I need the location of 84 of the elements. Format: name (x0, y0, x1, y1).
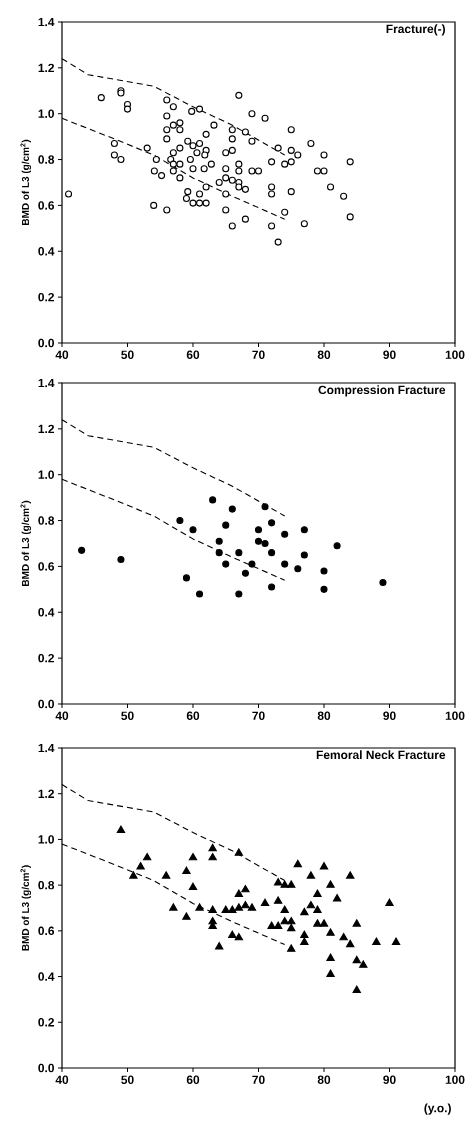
x-tick-label: 90 (383, 350, 396, 359)
point (222, 560, 230, 568)
x-tick-label: 80 (317, 1075, 331, 1084)
y-tick-label: 0.8 (38, 880, 55, 890)
y-tick-label: 0.2 (38, 292, 54, 302)
point (300, 551, 308, 559)
x-tick-label: 40 (55, 711, 69, 720)
point (222, 521, 230, 529)
point (248, 560, 256, 568)
point (189, 526, 197, 534)
y-tick-label: 0.4 (38, 608, 55, 617)
y-tick-label: 0.0 (38, 699, 54, 709)
y-axis-title: BMD of L3 (g/cm$^{2}$) (20, 500, 32, 586)
x-tick-label: 100 (445, 1075, 465, 1084)
x-tick-label: 80 (317, 711, 331, 720)
point (294, 565, 302, 573)
point (241, 569, 249, 577)
chart-title: Fracture(-) (386, 24, 445, 36)
x-axis-title: (y.o.) (424, 1103, 451, 1115)
y-tick-label: 0.4 (38, 247, 55, 256)
x-tick-label: 100 (445, 711, 465, 720)
y-tick-label: 1.4 (38, 378, 55, 388)
y-tick-label: 1.2 (38, 789, 54, 798)
x-tick-label: 40 (55, 1075, 69, 1084)
y-tick-label: 0.2 (38, 653, 54, 663)
y-tick-label: 0.6 (38, 201, 55, 210)
point (268, 519, 276, 527)
y-tick-label: 1.0 (38, 470, 54, 479)
point (176, 517, 184, 525)
y-tick-label: 1.2 (38, 424, 54, 434)
x-tick-label: 60 (186, 350, 200, 359)
x-tick-label: 70 (252, 711, 265, 720)
y-tick-label: 1.0 (38, 109, 54, 118)
point (320, 585, 328, 593)
y-tick-label: 0.2 (38, 1018, 54, 1027)
x-tick-label: 80 (317, 350, 331, 359)
y-tick-label: 1.4 (38, 743, 55, 753)
point (261, 503, 269, 511)
y-tick-label: 0.6 (38, 562, 55, 571)
point (235, 590, 243, 598)
point (117, 555, 125, 564)
point (228, 505, 236, 513)
y-tick-label: 0.4 (38, 972, 55, 981)
x-tick-label: 50 (121, 350, 134, 359)
x-tick-label: 60 (186, 1075, 200, 1084)
point (78, 546, 86, 554)
y-tick-label: 1.4 (38, 17, 55, 27)
point (254, 537, 263, 545)
point (209, 496, 217, 504)
point (333, 542, 341, 550)
point (215, 537, 223, 545)
y-tick-label: 1.0 (38, 835, 54, 844)
x-tick-label: 60 (186, 711, 200, 720)
x-tick-label: 100 (445, 350, 465, 359)
x-tick-label: 40 (55, 350, 69, 359)
y-tick-label: 1.2 (38, 63, 54, 73)
x-tick-label: 90 (383, 1075, 396, 1084)
point (320, 567, 328, 575)
point (254, 526, 263, 534)
y-axis-title: BMD of L3 (g/cm$^{2}$) (20, 865, 32, 951)
x-tick-label: 70 (252, 350, 265, 359)
point (268, 549, 276, 557)
point (182, 574, 190, 582)
chart-title: Femoral Neck Fracture (316, 750, 446, 760)
x-tick-label: 70 (252, 1075, 265, 1084)
point (261, 539, 269, 548)
chart-title: Compression Fracture (318, 385, 446, 397)
y-tick-label: 0.8 (38, 155, 55, 164)
x-tick-label: 50 (121, 711, 134, 720)
y-tick-label: 0.0 (38, 1063, 54, 1073)
y-tick-label: 0.8 (38, 516, 55, 525)
point (281, 560, 289, 568)
point (281, 530, 289, 538)
x-tick-label: 90 (383, 711, 396, 720)
point (379, 578, 387, 587)
point (196, 590, 204, 598)
point (300, 526, 308, 534)
point (268, 583, 276, 591)
y-tick-label: 0.0 (38, 338, 54, 348)
point (215, 549, 223, 557)
y-axis-title: BMD of L3 (g/cm$^{2}$) (20, 139, 32, 225)
point (235, 549, 243, 557)
y-tick-label: 0.6 (38, 926, 55, 936)
x-tick-label: 50 (121, 1075, 134, 1084)
